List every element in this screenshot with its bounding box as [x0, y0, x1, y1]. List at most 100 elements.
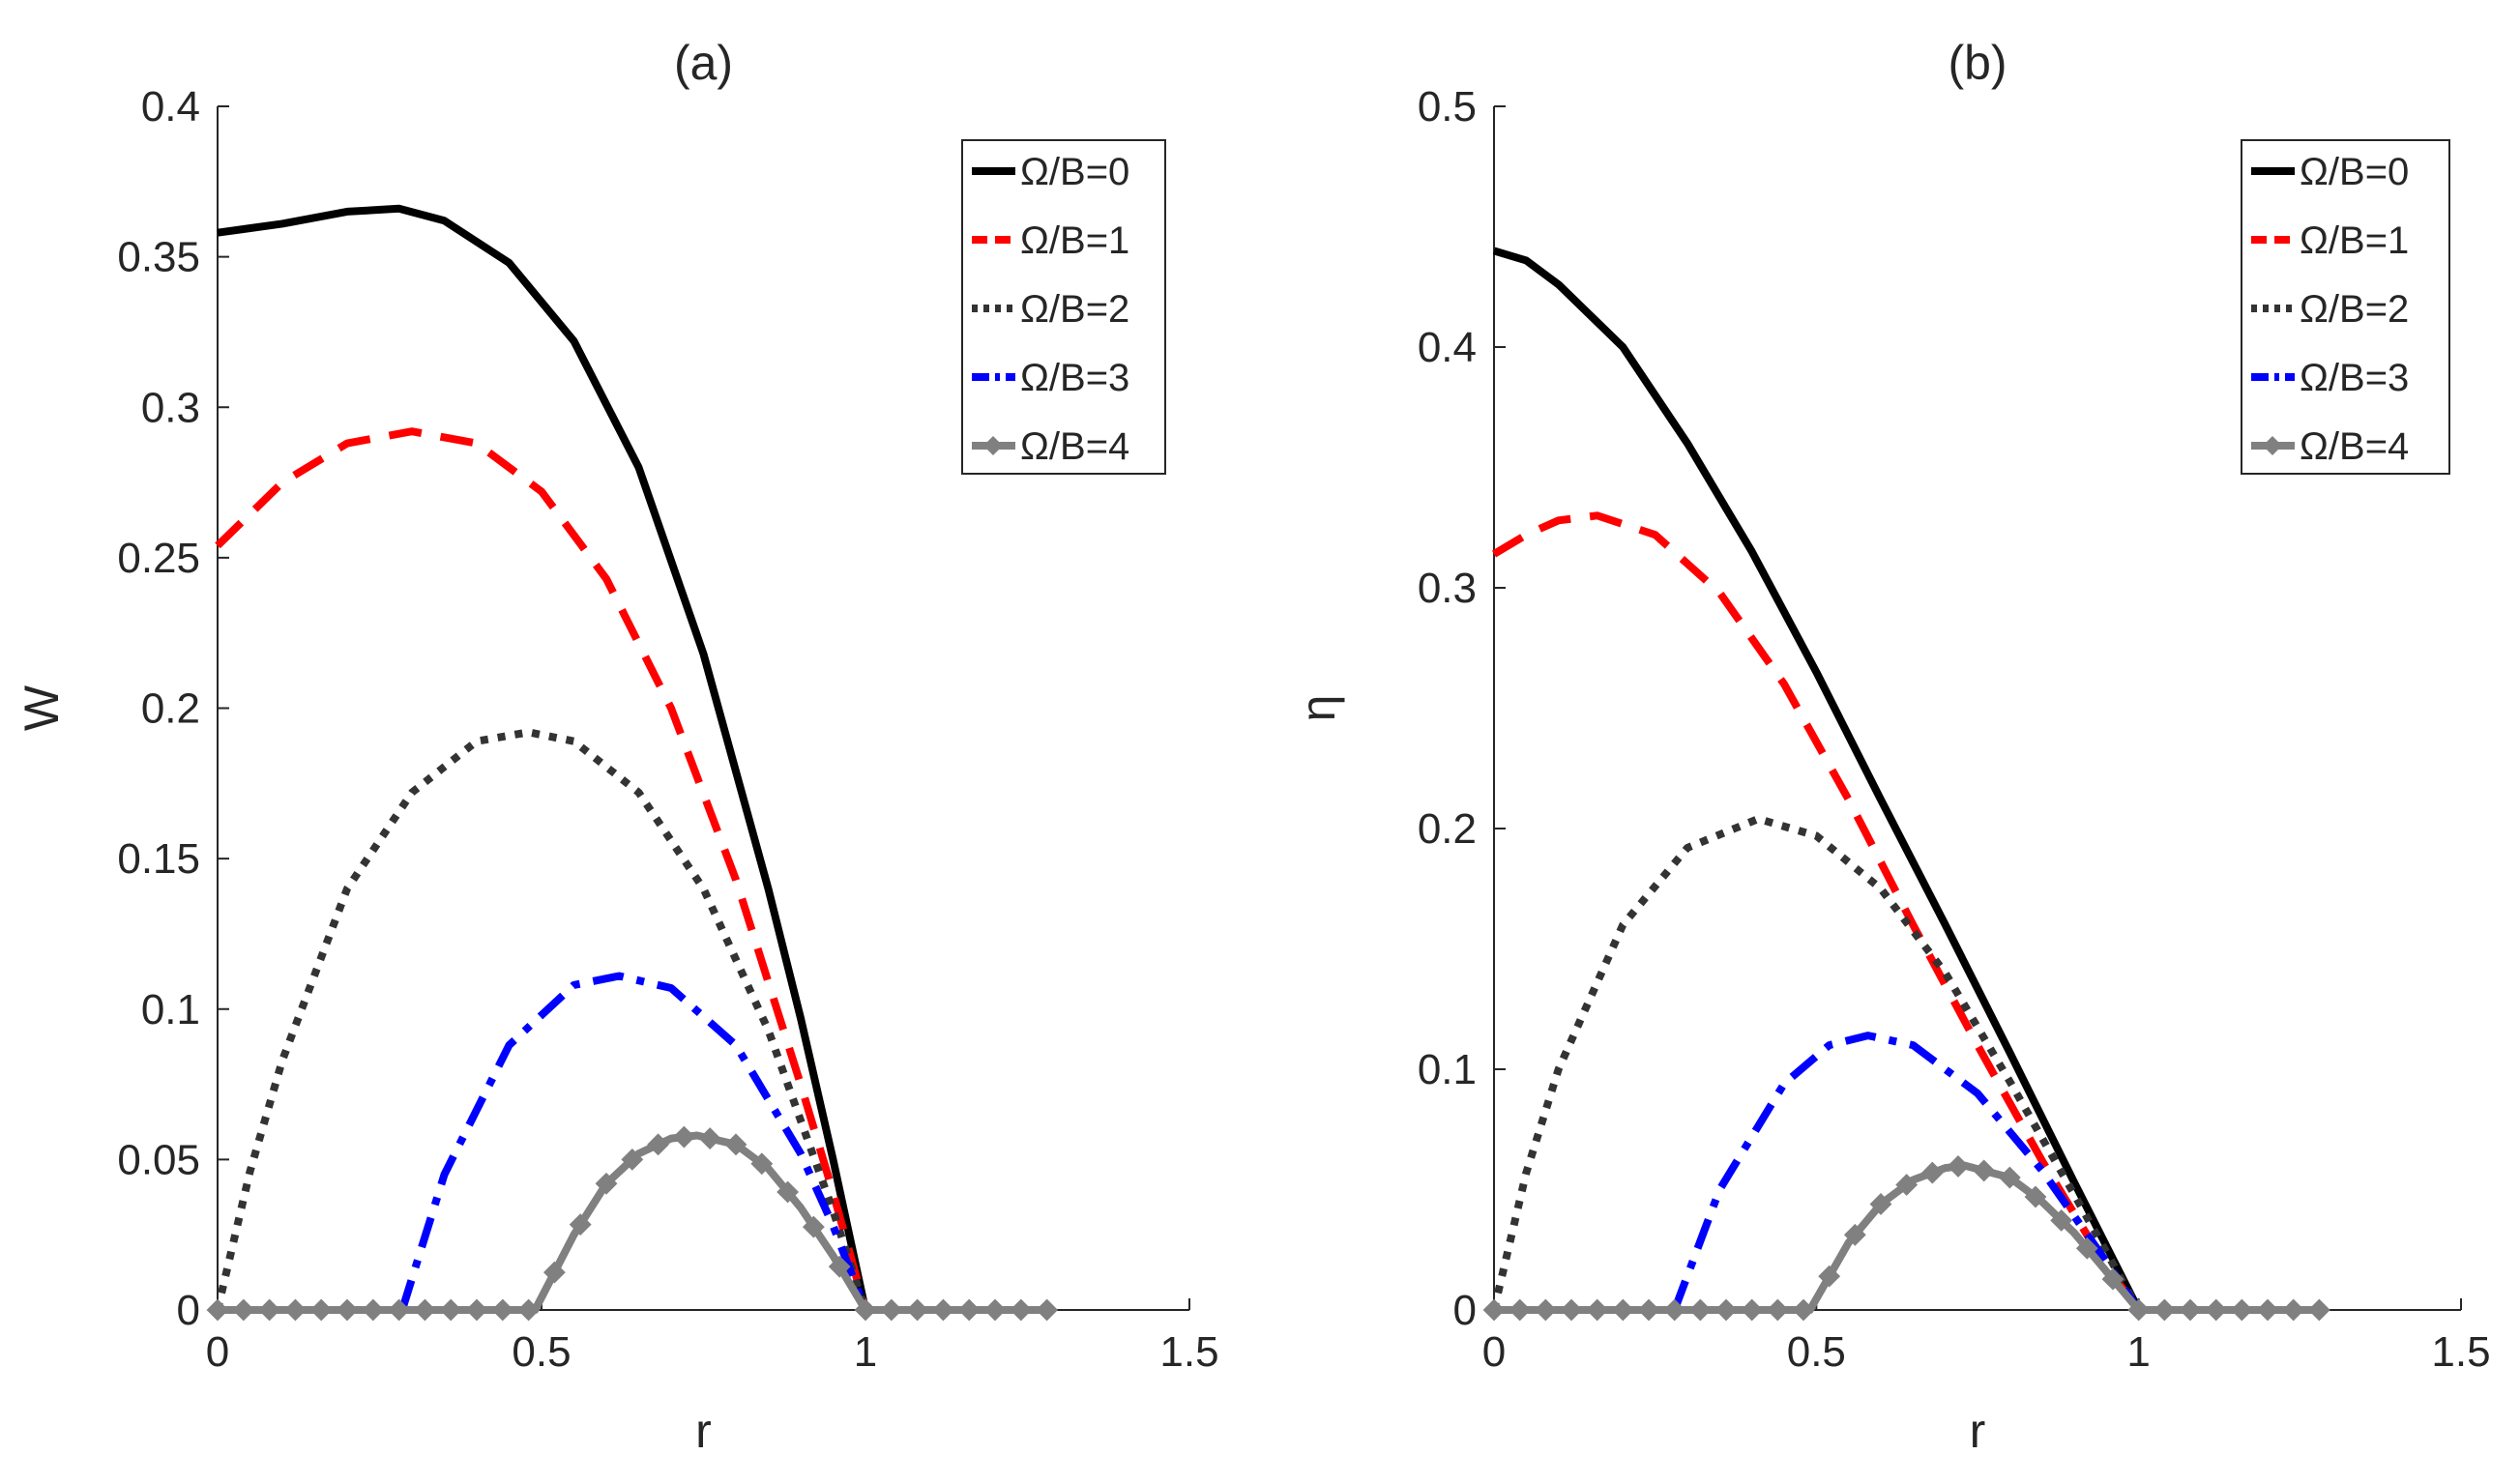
series-marker — [906, 1298, 929, 1322]
series-marker — [1586, 1298, 1609, 1322]
series-marker — [388, 1298, 411, 1322]
series-marker — [1766, 1298, 1789, 1322]
series-marker — [439, 1298, 462, 1322]
y-tick-label: 0.15 — [117, 835, 200, 883]
panel-b: 0 0.5 1 1.500.10.20.30.40.5rη(b)Ω/B=0Ω/B=1Ω… — [1291, 36, 2491, 1458]
series-marker — [1010, 1298, 1033, 1322]
x-tick-label: 0 — [1482, 1328, 1506, 1376]
series-marker — [1998, 1166, 2021, 1189]
y-tick-label: 0.2 — [1418, 805, 1477, 853]
legend-marker — [983, 436, 1003, 455]
series-line-2 — [1490, 815, 2143, 1312]
series-marker — [2230, 1298, 2253, 1322]
x-axis-label: r — [695, 1404, 712, 1458]
series-marker — [698, 1127, 721, 1150]
series-marker — [517, 1298, 541, 1322]
series-marker — [1920, 1161, 1944, 1184]
series-marker — [336, 1298, 359, 1322]
legend: Ω/B=0 Ω/B=1 Ω/B=2 Ω/B=3 Ω/B=4 — [2241, 139, 2450, 475]
series-marker — [2256, 1298, 2279, 1322]
series-marker — [206, 1298, 229, 1322]
panel-title: (b) — [1948, 36, 2007, 90]
series-marker — [931, 1298, 954, 1322]
series-marker — [1895, 1174, 1919, 1196]
series-marker — [647, 1133, 670, 1156]
series-line-1 — [1491, 511, 2142, 1313]
series-marker — [672, 1125, 695, 1149]
series-marker — [2101, 1267, 2124, 1291]
x-tick-label: 1 — [854, 1328, 877, 1376]
legend-entry: Ω/B=1 — [1020, 219, 1129, 262]
series-marker — [777, 1180, 800, 1204]
series-marker — [2282, 1298, 2305, 1322]
series-marker — [1792, 1298, 1815, 1322]
legend-entry: Ω/B=3 — [1020, 357, 1129, 399]
y-tick-label: 0.5 — [1418, 83, 1477, 131]
y-tick-label: 0.2 — [141, 685, 200, 733]
y-tick-label: 0.4 — [141, 83, 200, 131]
series-marker — [957, 1298, 981, 1322]
legend-marker — [2263, 436, 2282, 455]
y-tick-label: 0.1 — [141, 986, 200, 1033]
series-marker — [1637, 1298, 1660, 1322]
y-tick-label: 0.1 — [1418, 1046, 1477, 1093]
x-tick-label: 0 — [206, 1328, 229, 1376]
series-marker — [2050, 1208, 2073, 1232]
y-axis-label: W — [15, 684, 69, 731]
series-marker — [362, 1298, 385, 1322]
y-tick-label: 0.35 — [117, 234, 200, 281]
panel-title: (a) — [674, 36, 733, 90]
x-tick-label: 1.5 — [1159, 1328, 1218, 1376]
series-marker — [1036, 1298, 1059, 1322]
legend-entry: Ω/B=0 — [1020, 151, 1129, 193]
series-marker — [2153, 1298, 2176, 1322]
x-tick-label: 0.5 — [512, 1328, 571, 1376]
series-marker — [1688, 1298, 1712, 1322]
legend-entry: Ω/B=0 — [2300, 151, 2409, 193]
series-marker — [724, 1133, 747, 1156]
y-tick-label: 0 — [177, 1287, 200, 1334]
legend-entry: Ω/B=2 — [2300, 288, 2409, 331]
series-marker — [1741, 1298, 1764, 1322]
series-marker — [1818, 1265, 1841, 1288]
series-marker — [983, 1298, 1007, 1322]
y-tick-label: 0.3 — [1418, 565, 1477, 612]
series-marker — [2075, 1237, 2098, 1260]
series-marker — [542, 1261, 566, 1284]
series-marker — [595, 1172, 618, 1195]
series-marker — [1534, 1298, 1557, 1322]
series-marker — [1947, 1155, 1970, 1178]
series-marker — [491, 1298, 514, 1322]
x-tick-label: 1 — [2126, 1328, 2150, 1376]
series-marker — [1973, 1159, 1996, 1182]
series-line-3 — [1670, 1032, 2143, 1313]
panel-a: 0 0.5 1 1.5 0 0.05 0.1 0.15 0.2 0.25 0.3 0.35 0.4 r W (… — [15, 36, 1219, 1458]
series-line-3 — [398, 972, 869, 1312]
y-tick-label: 0 — [1453, 1287, 1477, 1334]
series-marker — [465, 1298, 488, 1322]
y-tick-label: 0.3 — [141, 384, 200, 431]
series-marker — [2024, 1185, 2047, 1208]
legend-entry: Ω/B=2 — [1020, 288, 1129, 331]
legend: Ω/B=0 Ω/B=1 Ω/B=2 Ω/B=3 Ω/B=4 — [961, 139, 1166, 475]
series-marker — [1869, 1193, 1892, 1215]
y-tick-label: 0.05 — [117, 1136, 200, 1183]
series-marker — [1663, 1298, 1686, 1322]
series-marker — [1611, 1298, 1634, 1322]
series-marker — [854, 1298, 877, 1322]
series-marker — [1482, 1298, 1506, 1322]
series-marker — [2307, 1298, 2330, 1322]
series-marker — [309, 1298, 333, 1322]
x-tick-label: 1.5 — [2431, 1328, 2490, 1376]
series-marker — [621, 1148, 644, 1171]
series-marker — [802, 1215, 825, 1238]
legend-entry: Ω/B=4 — [2300, 425, 2409, 468]
series-marker — [2127, 1298, 2151, 1322]
legend-entry: Ω/B=4 — [1020, 425, 1129, 468]
series-marker — [2179, 1298, 2202, 1322]
series-marker — [232, 1298, 255, 1322]
series-marker — [2205, 1298, 2228, 1322]
y-axis-label: η — [1291, 695, 1345, 722]
x-axis-label: r — [1970, 1404, 1986, 1458]
